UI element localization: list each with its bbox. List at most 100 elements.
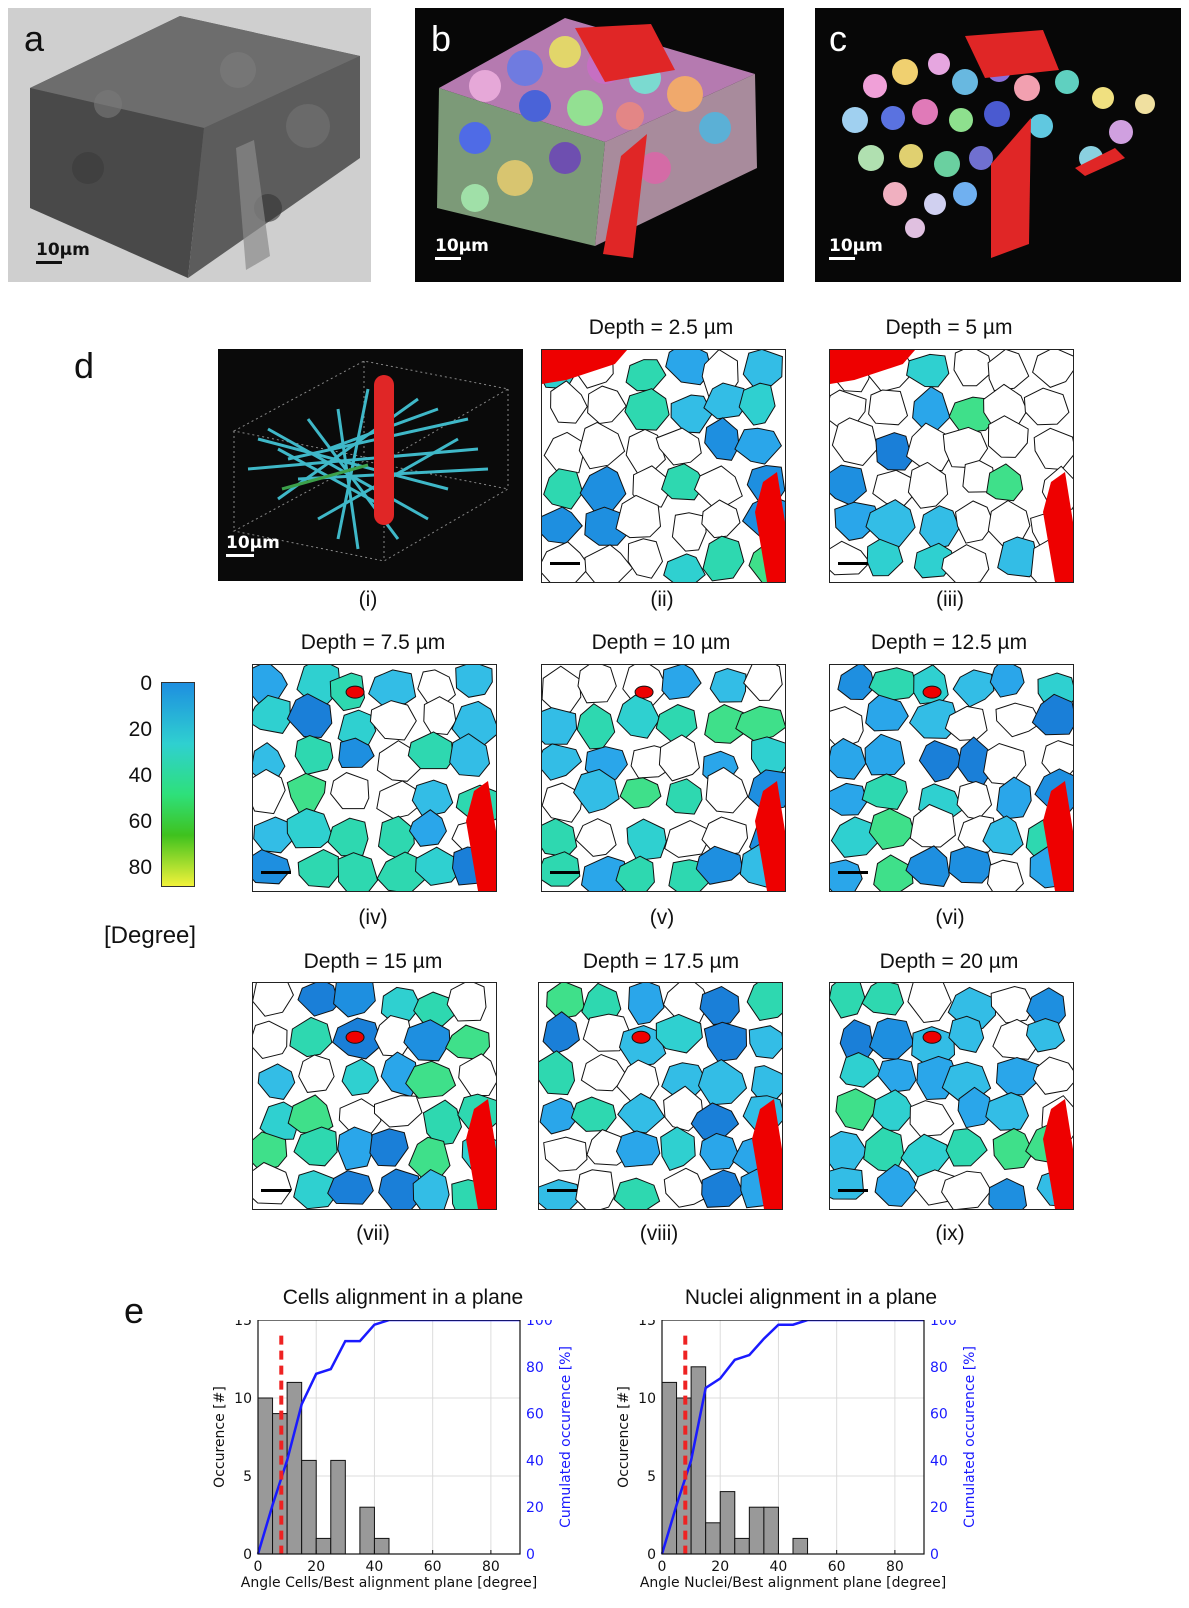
cell-region	[987, 350, 1030, 392]
x-tick-label: 80	[886, 1559, 904, 1575]
cell-region	[734, 427, 783, 465]
cell-region	[542, 506, 583, 545]
cell-region	[580, 1053, 628, 1092]
y2-tick-label: 100	[526, 1320, 553, 1329]
cell-region	[330, 772, 370, 810]
cell-region	[988, 1178, 1028, 1209]
cell-region	[253, 849, 291, 885]
vessel-region	[755, 781, 785, 891]
slice-image-viii	[538, 982, 783, 1210]
cell-region	[861, 983, 905, 1016]
cell-region	[378, 1168, 423, 1209]
cell-region	[624, 388, 670, 431]
cell-region	[550, 380, 588, 424]
slice-label-vii: (vii)	[356, 1222, 390, 1245]
panel-c-image: c 10µm	[815, 8, 1181, 282]
cell-region	[663, 553, 706, 582]
histogram-bar	[373, 1537, 390, 1555]
slice-image-ix	[829, 982, 1074, 1210]
cell-region	[617, 1092, 666, 1134]
y2-axis-label: Cumulated occurence [%]	[558, 1346, 574, 1528]
cell-region	[298, 1054, 335, 1093]
cell-region	[253, 1161, 293, 1205]
slice-image-iv	[252, 664, 497, 892]
cell-region	[831, 417, 879, 467]
y-axis-label: Occurence [#]	[212, 1386, 228, 1488]
scale-bar	[261, 1189, 291, 1192]
panel-label-d: d	[74, 345, 95, 386]
cell-region	[907, 461, 949, 509]
cell-region	[1023, 387, 1070, 426]
cell-region	[539, 1050, 576, 1096]
cell-region	[576, 703, 616, 750]
cell-region	[661, 665, 702, 700]
cell-region	[738, 382, 776, 426]
cell-region	[411, 779, 454, 818]
cell-region	[997, 536, 1040, 578]
histogram-cells: 0 20 40 60 80 0 5 10 15 0 20 40 60 80 100 Angle Cells/B…	[212, 1320, 574, 1591]
cell-region	[702, 535, 745, 582]
y2-tick-label: 20	[526, 1500, 544, 1516]
cell-region	[954, 500, 995, 544]
cell-region	[368, 669, 417, 706]
cell-region	[405, 1060, 457, 1099]
cell-region	[953, 350, 993, 387]
cell-region	[253, 768, 286, 815]
cell-region	[874, 1163, 919, 1207]
x-tick-label: 20	[711, 1559, 729, 1575]
cell-region	[837, 665, 876, 701]
vessel-region	[1043, 781, 1073, 891]
y-tick-label: 5	[647, 1469, 656, 1485]
x-tick-label: 40	[770, 1559, 788, 1575]
slice-label-iii: (iii)	[936, 588, 964, 611]
segmentation-map	[542, 350, 785, 582]
cell-region	[615, 855, 655, 891]
cell-region	[618, 1024, 667, 1068]
slice-label-viii: (viii)	[639, 1222, 679, 1245]
slice-label-ii: (ii)	[650, 588, 674, 611]
y-tick-label: 15	[638, 1320, 656, 1329]
vessel-region	[922, 1030, 942, 1044]
cell-region	[615, 1130, 661, 1168]
cell-region	[830, 464, 867, 506]
cell-region	[377, 815, 415, 861]
cell-region	[584, 544, 634, 582]
cell-region	[875, 432, 913, 471]
cell-region	[992, 1127, 1034, 1171]
cell-region	[586, 1129, 630, 1166]
cell-region	[1033, 427, 1073, 471]
cell-region	[369, 1128, 409, 1167]
orientation-lines	[232, 360, 510, 562]
cell-region	[835, 1088, 876, 1131]
panel-label-b: b	[431, 18, 452, 59]
cell-region	[671, 512, 707, 552]
cell-region	[627, 983, 665, 1026]
colorbar	[161, 682, 195, 887]
cell-region	[337, 1126, 375, 1171]
cell-region	[445, 1024, 491, 1060]
cell-region	[995, 1056, 1044, 1096]
cell-region	[919, 505, 960, 550]
cell-region	[543, 468, 584, 510]
y2-tick-label: 80	[930, 1360, 948, 1376]
cell-region	[579, 465, 627, 515]
histogram-bar	[359, 1506, 375, 1555]
cell-region	[449, 733, 491, 777]
scale-line-c	[829, 257, 855, 260]
slice-title-vi: Depth = 12.5 µm	[870, 631, 1028, 654]
cell-region	[341, 1058, 379, 1097]
y-tick-label: 0	[647, 1547, 656, 1563]
scale-line-b	[435, 257, 461, 260]
vessel-region	[466, 1099, 496, 1209]
scale-bar	[838, 871, 868, 874]
colorbar-tick: 80	[128, 856, 152, 879]
slice-label-vi: (vi)	[935, 906, 965, 929]
cell-region	[582, 1013, 633, 1052]
cell-region	[580, 855, 629, 891]
cell-region	[539, 1179, 581, 1209]
cell-region	[407, 731, 454, 770]
cell-region	[665, 350, 713, 386]
histogram-bar	[719, 1491, 736, 1555]
cell-region	[616, 694, 661, 739]
cell-region	[746, 983, 782, 1021]
